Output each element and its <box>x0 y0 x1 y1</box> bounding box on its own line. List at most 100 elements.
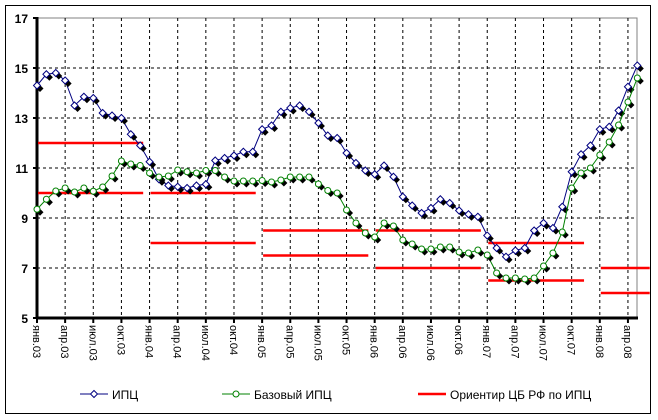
x-tick-label: апр.06 <box>396 325 408 358</box>
legend-base-cpi: Базовый ИПЦ <box>222 388 332 402</box>
base-cpi-point <box>352 219 360 227</box>
cpi-point <box>511 246 520 255</box>
y-tick-label: 7 <box>21 262 28 276</box>
cpi-point <box>417 208 426 218</box>
base-cpi-point <box>464 249 472 257</box>
cpi-point <box>135 141 145 150</box>
cpi-point <box>182 183 192 193</box>
base-cpi-point <box>305 173 313 181</box>
x-tick-label: янв.06 <box>368 325 380 358</box>
base-cpi-point <box>633 74 641 82</box>
base-cpi-point <box>192 169 200 177</box>
cpi-point <box>464 210 473 219</box>
base-cpi-point <box>371 233 379 241</box>
cpi-point <box>51 68 60 78</box>
cpi-point <box>342 148 351 158</box>
base-cpi-point <box>146 169 154 177</box>
base-cpi-point <box>183 168 191 176</box>
x-tick-label: окт.07 <box>565 325 577 355</box>
cpi-point <box>370 170 379 179</box>
cpi-point <box>201 180 211 189</box>
cpi-point <box>332 133 342 143</box>
base-cpi-point <box>221 173 229 181</box>
cpi-point <box>220 153 229 163</box>
base-cpi-point <box>558 228 566 236</box>
cpi-point <box>257 125 267 134</box>
cpi-point <box>398 192 408 201</box>
cpi-point <box>595 125 605 134</box>
cpi-point <box>529 226 539 235</box>
cpi-point <box>267 121 276 130</box>
y-tick-label: 9 <box>21 212 28 226</box>
cpi-point <box>389 172 398 181</box>
x-tick-label: июл.05 <box>311 325 323 361</box>
y-tick-label: 15 <box>15 62 29 76</box>
cpi-point <box>32 81 42 90</box>
cpi-point <box>473 212 483 221</box>
legend-circle-icon <box>232 390 240 398</box>
base-cpi-point <box>361 229 369 237</box>
base-cpi-point <box>483 251 491 259</box>
x-tick-label: апр.07 <box>508 325 520 358</box>
x-tick-label: янв.08 <box>593 325 605 358</box>
base-cpi-point <box>202 167 210 174</box>
cpi-point <box>70 101 79 110</box>
y-tick-label: 5 <box>21 312 28 326</box>
base-cpi-point <box>71 188 79 196</box>
cpi-point <box>492 243 501 253</box>
cpi-point <box>323 131 332 140</box>
cpi-point <box>107 111 117 120</box>
base-cpi-point <box>540 262 548 270</box>
base-cpi-point <box>296 173 304 181</box>
base-cpi-point <box>427 245 435 253</box>
x-tick-label: июл.06 <box>424 325 436 361</box>
x-tick-label: окт.06 <box>452 325 464 355</box>
base-cpi-point <box>436 243 444 251</box>
base-cpi-point <box>511 274 519 282</box>
base-cpi-point <box>155 173 163 181</box>
cpi-point <box>79 92 89 101</box>
x-tick-label: апр.03 <box>58 325 70 358</box>
cpi-point <box>192 181 201 190</box>
cpi-point <box>314 118 323 128</box>
x-tick-label: окт.05 <box>340 325 352 355</box>
cpi-point <box>60 76 70 85</box>
base-cpi-point <box>605 138 613 146</box>
base-cpi-point <box>286 173 294 181</box>
cpi-point <box>426 203 436 213</box>
base-cpi-point <box>249 177 257 185</box>
legend-label: ИПЦ <box>112 388 138 402</box>
cpi-point <box>117 113 126 123</box>
base-cpi-point <box>239 177 247 185</box>
cpi-point <box>89 93 98 103</box>
x-tick-label: апр.08 <box>621 325 633 358</box>
base-cpi-point <box>380 219 388 227</box>
cpi-point <box>286 103 295 113</box>
base-cpi-point <box>586 164 594 172</box>
cpi-point <box>539 218 548 228</box>
cpi-point <box>211 156 220 165</box>
base-cpi-point <box>314 180 322 188</box>
base-cpi-point <box>399 236 407 244</box>
base-cpi-point <box>446 243 454 251</box>
legend-label: Базовый ИПЦ <box>254 388 332 402</box>
base-cpi-point <box>521 275 529 283</box>
base-cpi-point <box>577 169 585 177</box>
base-cpi-point <box>615 121 623 129</box>
cpi-point <box>501 252 511 261</box>
base-cpi-point <box>42 195 50 203</box>
cpi-point <box>633 61 642 70</box>
y-tick-label: 17 <box>15 12 29 26</box>
base-cpi-point <box>174 166 182 174</box>
base-cpi-point <box>474 246 482 254</box>
cpi-point <box>361 166 370 175</box>
cpi-point <box>483 231 492 240</box>
base-cpi-point <box>80 184 88 192</box>
base-cpi-point <box>268 178 275 186</box>
cpi-point <box>351 158 361 168</box>
cpi-point <box>576 150 586 159</box>
legend-label: Ориентир ЦБ РФ по ИПЦ <box>450 388 591 402</box>
cpi-point <box>295 101 304 110</box>
cpi-point <box>445 198 454 208</box>
base-cpi-point <box>164 172 172 180</box>
